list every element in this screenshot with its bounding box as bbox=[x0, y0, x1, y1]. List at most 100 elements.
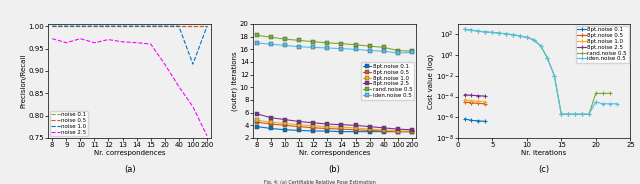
Line: noise 2.5: noise 2.5 bbox=[52, 39, 207, 136]
Y-axis label: Precision/Recall: Precision/Recall bbox=[20, 54, 27, 108]
noise 1.0 bbox=[132, 25, 140, 27]
Line: 8pt.noise 0.5: 8pt.noise 0.5 bbox=[255, 120, 413, 133]
noise 0.5 bbox=[203, 25, 211, 27]
iden.noise 0.5 bbox=[461, 28, 468, 30]
8pt.noise 2.5 bbox=[282, 118, 289, 121]
8pt.noise 0.1 bbox=[351, 131, 359, 133]
8pt.noise 2.5 bbox=[468, 94, 476, 96]
noise 0.1 bbox=[49, 25, 56, 27]
iden.noise 0.5 bbox=[572, 113, 579, 115]
noise 1.0 bbox=[105, 25, 113, 27]
X-axis label: Nr. correspondences: Nr. correspondences bbox=[299, 150, 370, 155]
iden.noise 0.5 bbox=[537, 45, 545, 47]
8pt.noise 2.5 bbox=[268, 117, 275, 119]
rand.noise 0.5 bbox=[296, 39, 303, 42]
8pt.noise 2.5 bbox=[310, 122, 317, 124]
noise 2.5 bbox=[132, 42, 140, 44]
rand.noise 0.5 bbox=[481, 31, 489, 33]
rand.noise 0.5 bbox=[461, 28, 468, 30]
8pt.noise 0.1 bbox=[324, 130, 332, 132]
noise 0.1 bbox=[91, 25, 99, 27]
8pt.noise 0.1 bbox=[394, 131, 401, 133]
8pt.noise 0.1 bbox=[481, 120, 489, 123]
Line: 8pt.noise 1.0: 8pt.noise 1.0 bbox=[255, 118, 413, 133]
noise 2.5 bbox=[63, 42, 70, 44]
rand.noise 0.5 bbox=[543, 57, 551, 59]
iden.noise 0.5 bbox=[509, 34, 516, 36]
Line: 8pt.noise 2.5: 8pt.noise 2.5 bbox=[463, 93, 487, 98]
rand.noise 0.5 bbox=[474, 30, 482, 32]
noise 0.1 bbox=[189, 25, 196, 27]
noise 0.5 bbox=[175, 25, 182, 27]
noise 0.1 bbox=[77, 25, 84, 27]
rand.noise 0.5 bbox=[268, 36, 275, 38]
iden.noise 0.5 bbox=[365, 49, 373, 52]
iden.noise 0.5 bbox=[585, 113, 593, 115]
8pt.noise 0.1 bbox=[408, 131, 415, 133]
rand.noise 0.5 bbox=[516, 35, 524, 37]
8pt.noise 2.5 bbox=[324, 123, 332, 125]
Line: 8pt.noise 0.1: 8pt.noise 0.1 bbox=[255, 125, 413, 133]
iden.noise 0.5 bbox=[606, 103, 614, 105]
rand.noise 0.5 bbox=[495, 32, 503, 34]
noise 2.5 bbox=[147, 43, 154, 45]
8pt.noise 2.5 bbox=[337, 124, 345, 126]
iden.noise 0.5 bbox=[523, 36, 531, 38]
iden.noise 0.5 bbox=[324, 47, 332, 49]
noise 0.1 bbox=[147, 25, 154, 27]
noise 2.5 bbox=[77, 38, 84, 40]
noise 1.0 bbox=[49, 25, 56, 27]
X-axis label: Nr. iterations: Nr. iterations bbox=[522, 150, 566, 155]
8pt.noise 0.5 bbox=[365, 129, 373, 132]
rand.noise 0.5 bbox=[365, 45, 373, 47]
8pt.noise 0.1 bbox=[474, 120, 482, 122]
noise 1.0 bbox=[63, 25, 70, 27]
8pt.noise 1.0 bbox=[296, 124, 303, 126]
Text: Fig. 4: (a) Certifiable Relative Pose Estimation: Fig. 4: (a) Certifiable Relative Pose Es… bbox=[264, 180, 376, 184]
noise 0.5 bbox=[63, 25, 70, 27]
noise 2.5 bbox=[161, 63, 168, 65]
noise 1.0 bbox=[189, 63, 196, 65]
iden.noise 0.5 bbox=[543, 57, 551, 59]
noise 1.0 bbox=[203, 25, 211, 27]
Line: iden.noise 0.5: iden.noise 0.5 bbox=[463, 27, 619, 116]
rand.noise 0.5 bbox=[592, 92, 600, 95]
Line: 8pt.noise 0.1: 8pt.noise 0.1 bbox=[463, 117, 487, 123]
noise 0.5 bbox=[49, 25, 56, 27]
iden.noise 0.5 bbox=[488, 31, 496, 33]
rand.noise 0.5 bbox=[530, 39, 538, 41]
iden.noise 0.5 bbox=[557, 113, 565, 115]
rand.noise 0.5 bbox=[282, 38, 289, 40]
rand.noise 0.5 bbox=[488, 31, 496, 33]
8pt.noise 0.5 bbox=[408, 131, 415, 133]
iden.noise 0.5 bbox=[530, 39, 538, 41]
noise 0.1 bbox=[161, 25, 168, 27]
8pt.noise 0.5 bbox=[474, 102, 482, 105]
noise 2.5 bbox=[203, 135, 211, 137]
rand.noise 0.5 bbox=[351, 44, 359, 46]
Legend: 8pt.noise 0.1, 8pt.noise 0.5, 8pt.noise 1.0, 8pt.noise 2.5, rand.noise 0.5, iden: 8pt.noise 0.1, 8pt.noise 0.5, 8pt.noise … bbox=[362, 62, 414, 100]
iden.noise 0.5 bbox=[516, 35, 524, 37]
noise 2.5 bbox=[105, 38, 113, 41]
8pt.noise 0.5 bbox=[461, 101, 468, 103]
Line: iden.noise 0.5: iden.noise 0.5 bbox=[255, 41, 413, 55]
8pt.noise 0.5 bbox=[282, 124, 289, 126]
8pt.noise 1.0 bbox=[394, 130, 401, 132]
8pt.noise 0.5 bbox=[310, 127, 317, 129]
noise 2.5 bbox=[119, 41, 127, 43]
8pt.noise 1.0 bbox=[310, 125, 317, 127]
8pt.noise 0.1 bbox=[365, 131, 373, 133]
8pt.noise 2.5 bbox=[461, 94, 468, 96]
8pt.noise 2.5 bbox=[380, 127, 387, 129]
8pt.noise 0.1 bbox=[268, 127, 275, 130]
iden.noise 0.5 bbox=[468, 29, 476, 31]
8pt.noise 1.0 bbox=[282, 122, 289, 125]
iden.noise 0.5 bbox=[394, 52, 401, 54]
8pt.noise 0.5 bbox=[337, 128, 345, 130]
noise 1.0 bbox=[161, 25, 168, 27]
noise 0.1 bbox=[119, 25, 127, 27]
8pt.noise 1.0 bbox=[324, 125, 332, 128]
Y-axis label: Cost value (log): Cost value (log) bbox=[428, 53, 434, 109]
iden.noise 0.5 bbox=[253, 42, 261, 44]
8pt.noise 0.5 bbox=[324, 127, 332, 130]
